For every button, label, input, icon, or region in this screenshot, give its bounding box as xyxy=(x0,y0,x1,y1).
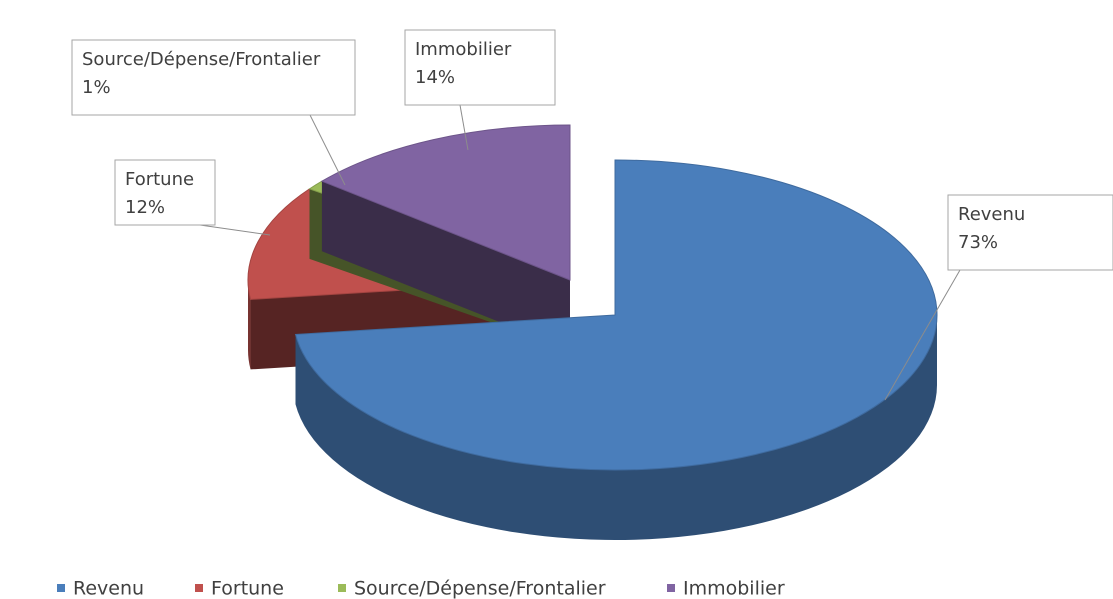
data-label: 73% xyxy=(958,232,998,253)
data-label-name: Source/Dépense/Frontalier xyxy=(82,49,321,70)
data-label: 14% xyxy=(415,67,455,88)
label-box xyxy=(947,194,1113,271)
legend-label: Fortune xyxy=(211,578,284,599)
legend-marker xyxy=(57,584,65,592)
label-box xyxy=(404,29,556,106)
legend-label: Source/Dépense/Frontalier xyxy=(354,578,606,599)
data-label-name: Immobilier xyxy=(415,39,512,60)
legend-marker xyxy=(195,584,203,592)
legend-label: Revenu xyxy=(73,578,144,599)
slice-cut-face xyxy=(321,181,570,350)
slice-side xyxy=(295,315,938,540)
data-label-name: Revenu xyxy=(958,204,1025,225)
label-box xyxy=(71,39,356,116)
legend-marker xyxy=(667,584,675,592)
slice xyxy=(320,124,571,350)
data-label: 1% xyxy=(82,77,111,98)
slice-top xyxy=(294,159,938,471)
legend-marker xyxy=(338,584,346,592)
data-label-name: Fortune xyxy=(125,169,194,190)
slice-side xyxy=(248,280,251,370)
data-label: 12% xyxy=(125,197,165,218)
label-box xyxy=(114,159,216,226)
slice xyxy=(294,159,938,540)
leader-line xyxy=(199,224,271,236)
legend-label: Immobilier xyxy=(683,578,785,599)
slice-top xyxy=(320,124,571,281)
leader-line xyxy=(884,269,961,401)
leader-line xyxy=(309,114,346,186)
leader-line xyxy=(459,104,469,151)
